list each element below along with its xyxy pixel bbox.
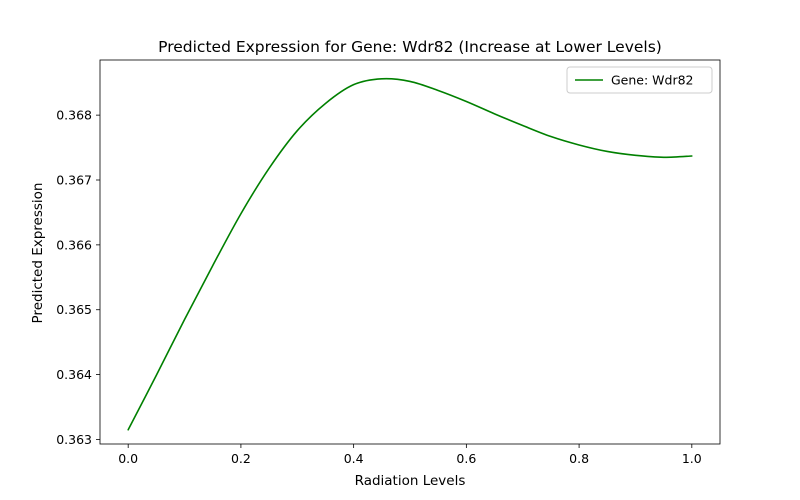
x-tick-label: 0.6 <box>456 451 476 466</box>
legend-label: Gene: Wdr82 <box>611 73 694 88</box>
legend-box <box>566 66 713 94</box>
x-tick-label: 1.0 <box>682 451 702 466</box>
y-tick-label: 0.365 <box>56 302 92 317</box>
y-axis: 0.363 0.364 0.365 0.366 0.367 0.368 <box>56 108 100 447</box>
x-axis: 0.0 0.2 0.4 0.6 0.8 1.0 <box>118 444 702 466</box>
series-layer <box>127 77 693 431</box>
y-tick-label: 0.363 <box>56 432 92 447</box>
y-tick-label: 0.367 <box>56 173 92 188</box>
x-tick-label: 0.8 <box>569 451 589 466</box>
chart-title: Predicted Expression for Gene: Wdr82 (In… <box>158 38 662 56</box>
plot-frame <box>99 59 721 445</box>
y-tick-label: 0.368 <box>56 108 92 123</box>
plot-area <box>99 59 721 445</box>
x-tick-label: 0.4 <box>344 451 364 466</box>
y-tick-label: 0.366 <box>56 237 92 252</box>
legend: Gene: Wdr82 <box>566 66 713 94</box>
series-line <box>127 77 693 431</box>
y-axis-label: Predicted Expression <box>30 183 46 324</box>
x-axis-label: Radiation Levels <box>355 473 466 489</box>
x-tick-label: 0.0 <box>118 451 138 466</box>
x-tick-label: 0.2 <box>231 451 251 466</box>
y-tick-label: 0.364 <box>56 367 92 382</box>
